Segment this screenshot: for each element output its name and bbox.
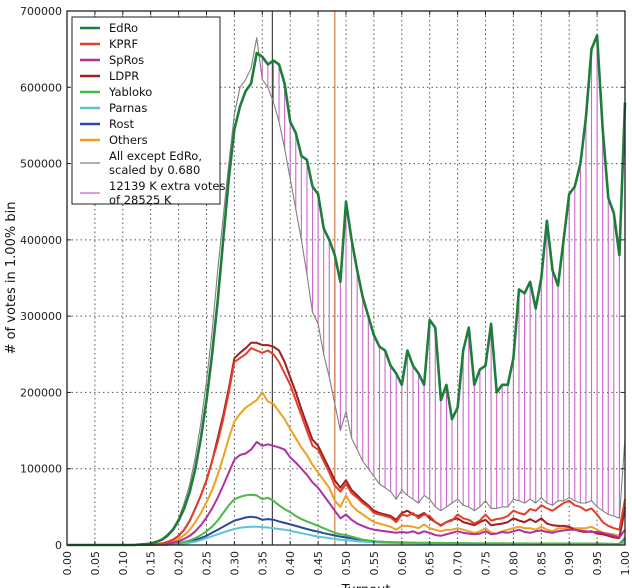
x-tick-label: 0.80 <box>507 551 520 576</box>
extra-votes-hatch <box>261 35 626 519</box>
x-tick-label: 0.40 <box>284 551 297 576</box>
legend-box <box>71 16 221 205</box>
x-tick-label: 0.05 <box>89 551 102 576</box>
x-tick-label: 0.90 <box>563 551 576 576</box>
y-tick-label: 0 <box>55 539 62 552</box>
y-tick-label: 600000 <box>20 81 62 94</box>
x-tick-label: 0.75 <box>480 551 493 576</box>
series-edro-line <box>67 34 627 547</box>
x-tick-label: 0.70 <box>452 551 465 576</box>
legend-label-others: Others <box>109 133 148 147</box>
y-tick-label: 200000 <box>20 386 62 399</box>
y-tick-label: 100000 <box>20 463 62 476</box>
legend-label-ldpr: LDPR <box>109 69 139 83</box>
x-tick-label: 0.50 <box>340 551 353 576</box>
x-tick-label: 0.25 <box>201 551 214 576</box>
x-axis-label: Turnout <box>341 583 391 588</box>
legend-label-all-except-edro-scaled-by-0-680: scaled by 0.680 <box>109 163 200 177</box>
y-axis-label: # of votes in 1.00% bin <box>4 202 19 355</box>
legend-label-12139-k-extra-votes-of-28525-k: of 28525 K <box>109 193 172 207</box>
series-kprf-line <box>67 347 626 546</box>
x-tick-label: 0.55 <box>368 551 381 576</box>
x-tick-label: 0.85 <box>535 551 548 576</box>
legend-label-parnas: Parnas <box>109 101 147 115</box>
x-tick-label: 1.00 <box>619 551 632 576</box>
series-layer <box>67 34 627 547</box>
x-tick-label: 0.15 <box>145 551 158 576</box>
x-axis-ticks: 0.00 0.05 0.10 0.15 0.20 0.25 0.30 0.35 0.40 0.45… <box>61 11 632 576</box>
y-tick-label: 700000 <box>20 5 62 18</box>
x-tick-label: 0.95 <box>591 551 604 576</box>
x-tick-label: 0.00 <box>61 551 74 576</box>
legend-label-rost: Rost <box>109 117 135 131</box>
legend-label-all-except-edro-scaled-by-0-680: All except EdRo, <box>109 149 202 163</box>
x-tick-label: 0.45 <box>312 551 325 576</box>
x-tick-label: 0.65 <box>424 551 437 576</box>
legend: EdRo KPRF SpRos LDPR Yabloko Parnas Rost Others… <box>71 16 225 207</box>
x-tick-label: 0.60 <box>396 551 409 576</box>
y-tick-label: 400000 <box>20 234 62 247</box>
y-tick-label: 500000 <box>20 158 62 171</box>
x-tick-label: 0.20 <box>173 551 186 576</box>
legend-label-edro: EdRo <box>109 21 138 35</box>
y-axis-ticks: 0 100000 200000 300000 400000 500000 600000 700… <box>20 5 625 552</box>
legend-label-spros: SpRos <box>109 53 144 67</box>
x-tick-label: 0.30 <box>228 551 241 576</box>
x-tick-label: 0.35 <box>256 551 269 576</box>
x-tick-label: 0.10 <box>117 551 130 576</box>
legend-label-yabloko: Yabloko <box>108 85 152 99</box>
legend-label-12139-k-extra-votes-of-28525-k: 12139 K extra votes <box>109 179 225 193</box>
legend-label-kprf: KPRF <box>109 37 138 51</box>
y-tick-label: 300000 <box>20 310 62 323</box>
